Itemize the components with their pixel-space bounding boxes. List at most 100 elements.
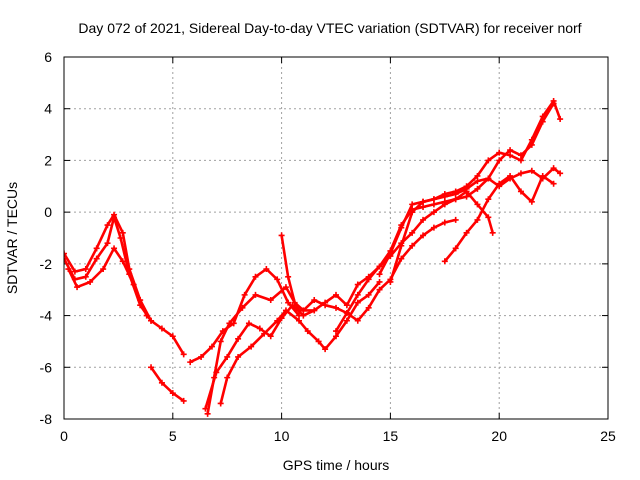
data-point-marker [474,178,481,185]
data-point-marker [311,297,318,304]
data-point-marker [217,400,224,407]
data-point-marker [409,201,416,208]
data-point-marker [430,224,437,231]
data-point-marker [409,209,416,216]
data-point-marker [333,291,339,298]
data-point-marker [550,165,557,172]
data-point-marker [333,328,339,335]
series-track-12 [441,172,557,265]
y-tick-label: 6 [44,49,52,65]
data-point-marker [539,113,546,120]
data-point-marker [111,245,118,252]
data-point-marker [148,317,155,324]
data-point-marker [304,328,311,335]
data-point-marker [267,297,274,304]
data-point-marker [285,273,292,280]
data-point-marker [485,175,492,182]
data-point-marker [489,229,496,236]
data-point-marker [420,232,427,239]
data-point-marker [452,216,459,223]
data-point-marker [93,255,100,262]
data-point-marker [430,209,437,216]
data-point-marker [224,374,231,381]
y-axis-label: SDTVAR / TECUs [4,182,20,294]
series-line [149,366,185,403]
data-point-marker [365,304,372,311]
data-point-marker [111,211,118,218]
data-point-marker [507,172,514,179]
series-line [67,247,148,317]
data-point-marker [343,302,350,309]
data-point-marker [143,312,150,319]
data-point-marker [528,198,535,205]
data-point-marker [315,338,322,345]
series-track-4 [148,364,187,404]
y-tick-label: -8 [40,411,53,427]
series-track-13 [376,97,564,278]
data-point-marker [496,157,503,164]
series-track-10 [333,188,496,335]
data-point-marker [463,229,470,236]
data-point-marker [282,284,289,291]
data-point-marker [452,245,459,252]
series-track-9 [278,216,459,324]
x-tick-label: 10 [274,428,290,444]
data-point-marker [409,229,416,236]
data-point-marker [213,369,220,376]
data-point-marker [252,273,259,280]
data-point-marker [365,276,372,283]
y-tick-label: -2 [40,256,53,272]
data-point-marker [539,172,546,179]
data-point-marker [507,147,514,154]
data-point-marker [291,299,298,306]
x-tick-label: 15 [383,428,399,444]
data-point-marker [208,343,215,350]
data-point-marker [235,353,242,360]
data-point-marker [300,307,307,314]
data-point-marker [441,191,448,198]
data-point-marker [130,281,137,288]
x-tick-label: 25 [600,428,616,444]
data-point-marker [452,196,459,203]
data-point-marker [376,271,383,278]
y-tick-label: 0 [44,204,52,220]
y-tick-label: 2 [44,152,52,168]
data-point-marker [158,379,165,386]
data-point-marker [474,201,481,208]
data-point-marker [180,351,187,358]
data-point-marker [119,258,126,265]
data-point-marker [82,273,89,280]
y-tick-label: 4 [44,101,52,117]
data-point-marker [463,183,470,190]
data-point-marker [517,188,524,195]
data-point-marker [267,333,274,340]
data-point-marker [300,312,307,319]
data-point-marker [224,353,231,360]
data-point-marker [528,136,535,143]
x-tick-label: 5 [169,428,177,444]
data-point-marker [169,333,176,340]
series-line [378,99,562,276]
data-point-marker [463,193,470,200]
data-point-marker [376,286,383,293]
data-point-marker [180,397,187,404]
data-point-marker [398,255,405,262]
data-point-marker [452,188,459,195]
data-point-marker [296,317,303,324]
x-axis-label: GPS time / hours [283,457,390,473]
data-point-marker [148,364,155,371]
data-point-marker [550,180,557,187]
data-point-marker [217,338,224,345]
data-point-marker [235,335,242,342]
data-point-marker [430,196,437,203]
y-tick-labels: -8 -6 -4 -2 0 2 4 6 [40,49,53,427]
data-point-marker [387,278,394,285]
data-point-marker [420,203,427,210]
data-point-marker [278,232,285,239]
x-tick-label: 20 [491,428,507,444]
x-tick-labels: 0 5 10 15 20 25 [60,428,616,444]
data-point-marker [485,214,492,221]
data-point-marker [441,258,448,265]
x-tick-label: 0 [60,428,68,444]
